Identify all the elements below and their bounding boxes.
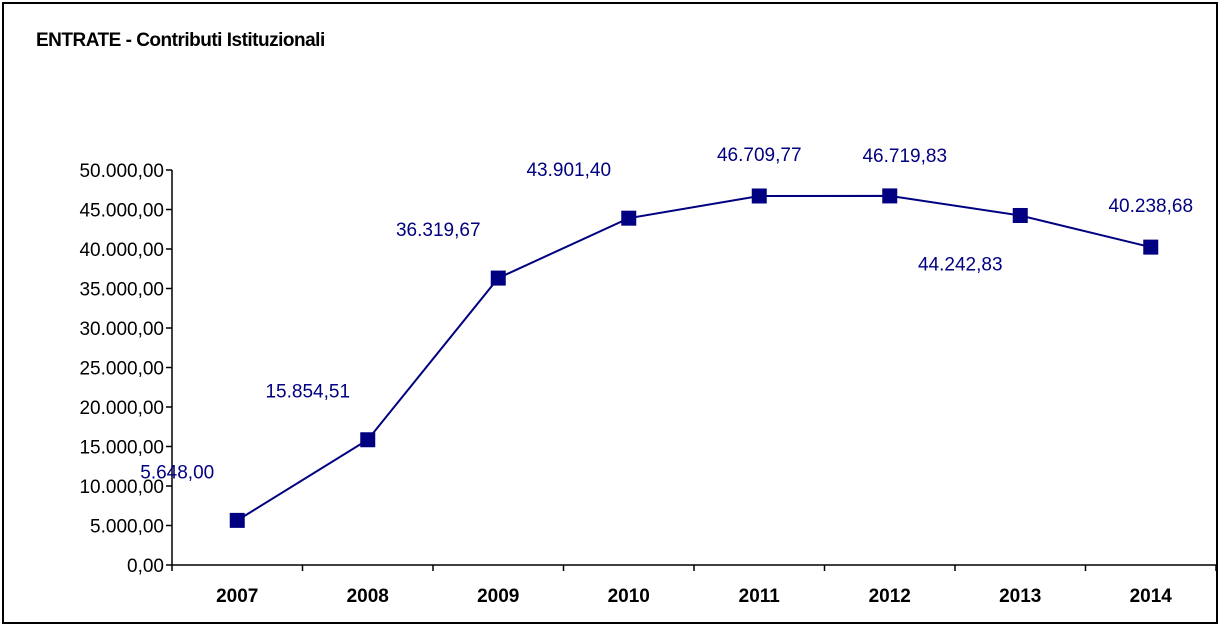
x-tick-label: 2010 — [608, 586, 650, 607]
x-tick-label: 2008 — [347, 586, 389, 607]
y-tick-label: 50.000,00 — [79, 161, 164, 182]
data-label: 40.238,68 — [1108, 196, 1193, 217]
data-point-marker — [1012, 207, 1028, 223]
x-tick-label: 2014 — [1130, 586, 1173, 607]
data-label: 44.242,83 — [918, 254, 1003, 275]
x-tick-label: 2013 — [999, 586, 1041, 607]
x-tick-label: 2011 — [739, 586, 781, 607]
y-tick-label: 10.000,00 — [79, 477, 164, 498]
x-axis: 2007 2008 2009 2010 2011 2012 2013 2014 — [171, 564, 1217, 607]
y-tick-label: 15.000,00 — [79, 438, 164, 459]
data-label: 43.901,40 — [526, 160, 611, 181]
data-point-marker — [751, 188, 767, 204]
x-tick-label: 2012 — [869, 586, 911, 607]
y-tick-label: 5.000,00 — [90, 517, 164, 538]
data-label: 36.319,67 — [396, 220, 481, 241]
data-point-marker — [360, 432, 376, 448]
y-tick-label: 25.000,00 — [79, 359, 164, 380]
data-point-marker — [1143, 239, 1159, 255]
data-label: 5.648,00 — [140, 462, 214, 483]
y-tick-label: 20.000,00 — [79, 398, 164, 419]
chart-title: ENTRATE - Contributi Istituzionali — [36, 30, 325, 51]
y-tick-label: 45.000,00 — [79, 201, 164, 222]
series — [229, 188, 1159, 528]
data-point-marker — [621, 210, 637, 226]
y-axis: 0,00 5.000,00 10.000,00 15.000,00 20.000,00 2… — [79, 161, 173, 577]
data-point-marker — [882, 188, 898, 204]
y-tick-label: 0,00 — [127, 556, 164, 577]
y-tick-label: 30.000,00 — [79, 319, 164, 340]
data-labels: 5.648,00 15.854,51 36.319,67 43.901,40 46.70… — [140, 145, 1193, 483]
x-tick-label: 2007 — [216, 586, 258, 607]
y-tick-label: 35.000,00 — [79, 280, 164, 301]
y-tick-label: 40.000,00 — [79, 240, 164, 261]
data-label: 46.709,77 — [717, 145, 802, 166]
x-tick-label: 2009 — [477, 586, 519, 607]
series-line — [236, 194, 1151, 522]
data-point-marker — [229, 512, 245, 528]
data-label: 15.854,51 — [265, 382, 350, 403]
data-point-marker — [490, 270, 506, 286]
data-label: 46.719,83 — [862, 146, 947, 167]
